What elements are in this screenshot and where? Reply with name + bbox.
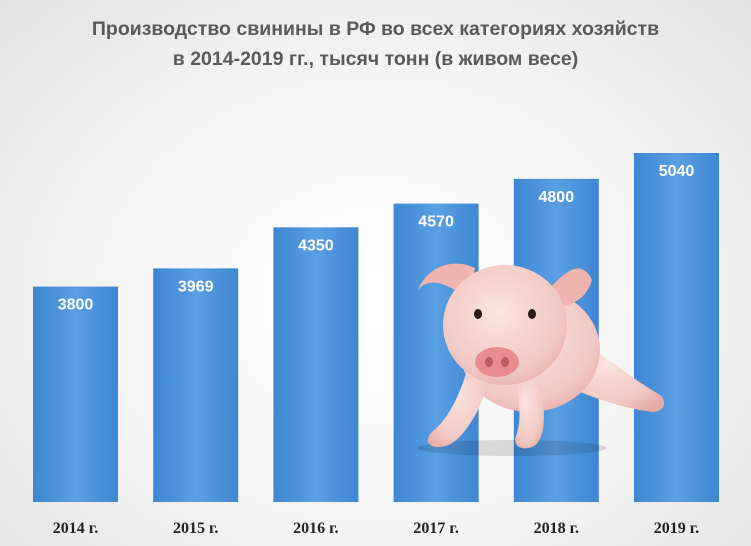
bars-layer: 3800 2014 г. 3969 2015 г. 4350 2016 г. 4570 201…: [33, 153, 719, 537]
data-label-5: 4800: [539, 189, 575, 206]
x-tick-label-4: 2017 г.: [413, 520, 458, 537]
data-label-4: 4570: [418, 214, 454, 231]
chart-title-line-1: Производство свинины в РФ во всех катего…: [91, 18, 660, 40]
data-label-6: 5040: [659, 163, 695, 180]
bar-1: [33, 286, 118, 502]
bar-2: [153, 268, 239, 502]
chart-title-line-2: в 2014-2019 гг., тысяч тонн (в живом вес…: [172, 48, 579, 70]
data-label-3: 4350: [298, 237, 334, 254]
x-tick-label-2: 2015 г.: [173, 520, 218, 537]
piglet-icon: [417, 263, 665, 456]
chart-title: Производство свинины в РФ во всех катего…: [0, 14, 751, 74]
data-label-1: 3800: [58, 297, 94, 314]
data-label-2: 3969: [178, 278, 214, 295]
x-tick-label-1: 2014 г.: [53, 520, 98, 537]
bar-6: [634, 153, 719, 502]
x-tick-label-6: 2019 г.: [654, 520, 699, 537]
bar-3: [273, 227, 359, 502]
x-tick-label-5: 2018 г.: [534, 520, 579, 537]
x-tick-label-3: 2016 г.: [293, 520, 338, 537]
